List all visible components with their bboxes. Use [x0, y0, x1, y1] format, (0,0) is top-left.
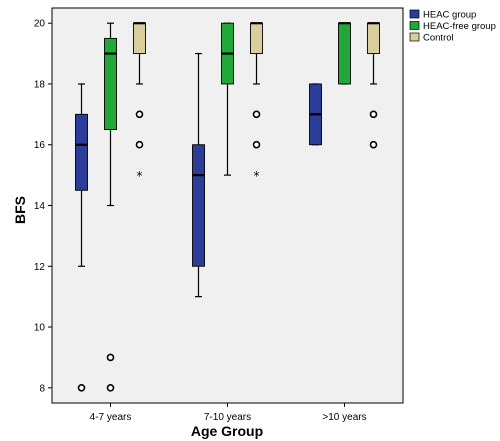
y-tick-label: 16	[34, 140, 46, 151]
box-heac-group	[192, 52, 205, 298]
legend-box	[409, 7, 497, 46]
box-body	[133, 22, 146, 55]
box-body	[192, 144, 205, 267]
outlier-point	[252, 140, 261, 149]
box-group: * *	[75, 22, 380, 392]
box-body	[367, 22, 380, 55]
legend-label: Control	[423, 33, 454, 44]
y-axis: 8 10 12 14 16 18 20	[34, 19, 52, 394]
box-control: *	[250, 22, 263, 183]
box-heac-group	[75, 83, 88, 392]
x-axis-title: Age Group	[191, 423, 263, 439]
outlier-point	[77, 384, 86, 392]
box-heac-free-group	[221, 22, 234, 176]
box-control: *	[133, 22, 146, 183]
legend-swatch	[409, 21, 420, 30]
extreme-point: *	[254, 169, 260, 183]
outlier-point	[369, 140, 378, 149]
box-heac-free-group	[338, 22, 351, 85]
legend-swatch	[409, 9, 420, 19]
y-tick-label: 18	[34, 79, 46, 90]
y-tick-label: 20	[34, 19, 46, 30]
legend-label: HEAC-free group	[423, 21, 496, 32]
x-tick-label: 4-7 years	[90, 412, 132, 423]
legend-label: HEAC group	[423, 10, 476, 21]
extreme-point: *	[137, 169, 143, 183]
outlier-point	[135, 140, 144, 149]
box-body	[338, 22, 351, 85]
box-heac-group	[309, 83, 322, 146]
outlier-point	[252, 110, 261, 119]
box-heac-free-group	[104, 22, 117, 392]
box-body	[75, 113, 88, 191]
outlier-point	[135, 110, 144, 119]
y-tick-label: 8	[39, 383, 45, 394]
outlier-point	[369, 110, 378, 119]
box-body	[104, 37, 117, 130]
outlier-point	[106, 384, 115, 392]
box-control	[367, 22, 380, 149]
x-axis: 4-7 years 7-10 years >10 years	[90, 403, 367, 423]
x-tick-label: 7-10 years	[204, 412, 251, 423]
legend-swatch	[409, 32, 420, 42]
y-tick-label: 12	[34, 262, 46, 273]
outlier-point	[106, 353, 115, 362]
y-tick-label: 14	[34, 201, 46, 212]
box-body	[250, 22, 263, 55]
y-tick-label: 10	[34, 323, 46, 334]
x-tick-label: >10 years	[322, 412, 366, 423]
y-axis-title: BFS	[12, 196, 28, 224]
